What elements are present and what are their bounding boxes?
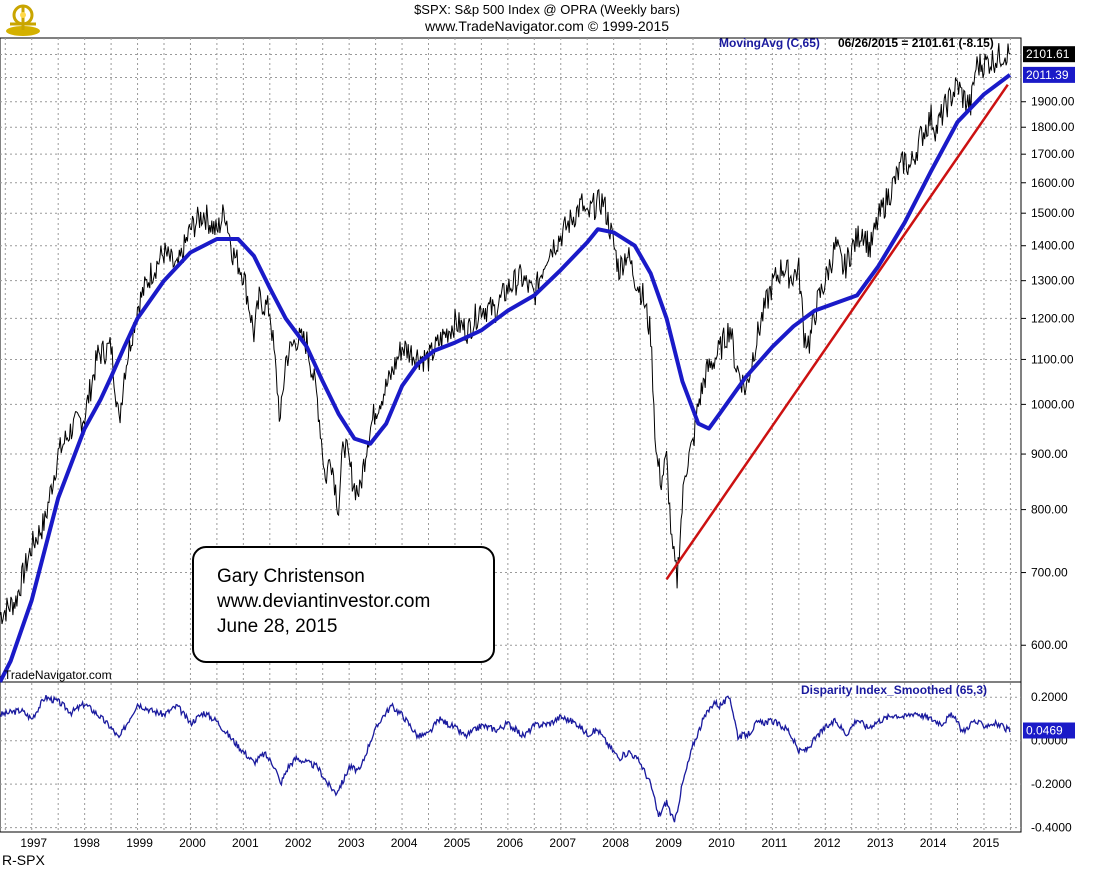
x-tick-label: 2002: [285, 836, 312, 850]
last-disparity-label: 0.0469: [1023, 722, 1075, 739]
chart-title: $SPX: S&p 500 Index @ OPRA (Weekly bars): [414, 2, 680, 17]
series-layer: [0, 43, 1012, 823]
ma-legend-label: MovingAvg (C,65): [719, 36, 820, 50]
x-tick-label: 2013: [867, 836, 894, 850]
x-tick-label: 2009: [655, 836, 682, 850]
y-tick-label: 600.00: [1031, 638, 1068, 652]
y-tick-label: 900.00: [1031, 447, 1068, 461]
x-tick-label: 2000: [179, 836, 206, 850]
x-tick-label: 2015: [973, 836, 1000, 850]
x-tick-label: 2012: [814, 836, 841, 850]
x-tick-label: 1998: [73, 836, 100, 850]
last-price-label-bg: [1023, 46, 1075, 63]
annotation-website: www.deviantinvestor.com: [217, 591, 431, 612]
annotation-author: Gary Christenson: [217, 566, 365, 587]
x-tick-label: 2011: [761, 836, 787, 850]
annotation-date: June 28, 2015: [217, 616, 338, 637]
last-price-label: 2101.61: [1023, 46, 1075, 63]
x-tick-label: 2003: [338, 836, 365, 850]
last-disparity-label-bg: [1023, 722, 1075, 739]
ma-legend-value: 06/26/2015 = 2101.61 (-8.15): [838, 36, 994, 50]
indicator-title: Disparity Index_Smoothed (65,3): [801, 683, 987, 697]
y-tick-label: 1800.00: [1031, 120, 1075, 134]
x-tick-label: 2006: [497, 836, 524, 850]
indicator-pane-frame: [0, 681, 1022, 833]
x-tick-label: 1997: [20, 836, 47, 850]
y-tick-label: 1500.00: [1031, 206, 1075, 220]
x-tick-label: 2010: [708, 836, 735, 850]
grid-layer: [0, 38, 1021, 832]
last-ma-label-text: 2011.39: [1026, 68, 1069, 82]
annotation-box: Gary Christenson www.deviantinvestor.com…: [192, 546, 495, 663]
y-tick-label: -0.4000: [1031, 821, 1072, 835]
y-tick-label: 1700.00: [1031, 147, 1075, 161]
x-tick-label: 2005: [444, 836, 471, 850]
last-disparity-label-text: 0.0469: [1026, 724, 1063, 738]
y-axis-main: 600.00 700.00 800.00 900.00 1000.00 1100.00 12…: [1021, 95, 1075, 652]
y-tick-label: -0.2000: [1031, 777, 1072, 791]
last-price-label-text: 2101.61: [1026, 47, 1070, 61]
last-ma-label: 2011.39: [1023, 66, 1075, 83]
x-tick-label: 2004: [391, 836, 418, 850]
y-tick-label: 1300.00: [1031, 274, 1075, 288]
y-tick-label: 0.2000: [1031, 690, 1068, 704]
labels-layer: 2101.61 2011.39 0.0469: [1023, 46, 1075, 739]
y-tick-label: 1400.00: [1031, 239, 1075, 253]
watermark: TradeNavigator.com: [4, 668, 112, 682]
y-tick-label: 1100.00: [1031, 352, 1074, 366]
last-ma-label-bg: [1023, 66, 1075, 83]
x-tick-label: 2001: [232, 836, 259, 850]
y-tick-label: 1900.00: [1031, 95, 1075, 109]
y-tick-label: 800.00: [1031, 503, 1068, 517]
price-series-line: [0, 43, 1011, 625]
y-tick-label: 1600.00: [1031, 176, 1075, 190]
x-tick-label: 1999: [126, 836, 153, 850]
moving-average-line: [0, 73, 1012, 683]
symbol-label: R-SPX: [2, 852, 45, 868]
trade-navigator-logo-icon: [4, 2, 42, 38]
x-tick-label: 2007: [549, 836, 576, 850]
y-tick-label: 700.00: [1031, 566, 1068, 580]
main-pane-frame: [0, 37, 1022, 683]
y-tick-label: 1000.00: [1031, 397, 1075, 411]
x-axis: 1997 1998 1999 2000 2001 2002 2003 2004 2005 2006…: [20, 836, 999, 850]
trendline: [665, 83, 1009, 581]
y-tick-label: 1200.00: [1031, 311, 1075, 325]
x-tick-label: 2008: [602, 836, 629, 850]
x-tick-label: 2014: [920, 836, 947, 850]
chart-subtitle: www.TradeNavigator.com © 1999-2015: [424, 18, 670, 34]
disparity-series-line: [0, 694, 1011, 823]
